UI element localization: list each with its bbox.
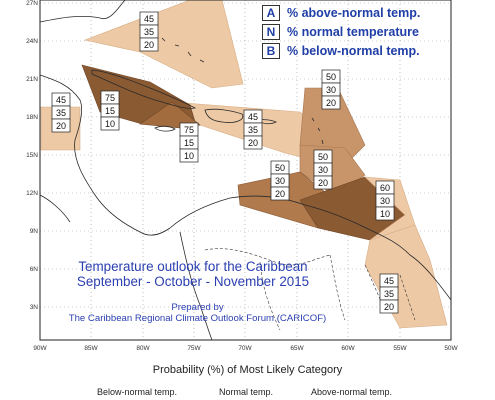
probability-cell	[179, 148, 199, 163]
probability-below-value: 20	[144, 40, 154, 50]
category-normal-label: Normal temp.	[219, 387, 274, 397]
probability-cell	[313, 175, 333, 190]
lon-label: 60W	[341, 345, 355, 352]
probability-below-value: 10	[105, 119, 115, 129]
probability-normal-value: 35	[56, 108, 66, 118]
latitude-labels: 27N 24N 21N 18N 15N 12N 9N 6N 3N	[26, 0, 38, 311]
lat-label: 21N	[26, 76, 38, 83]
lon-label: 75W	[187, 345, 201, 352]
probability-box-leeward-islands: 50 30 20	[321, 69, 341, 110]
probability-box-abc-islands: 50 30 20	[270, 160, 290, 201]
map-title-line-1: Temperature outlook for the Caribbean	[78, 259, 308, 274]
probability-above-value: 50	[275, 163, 285, 173]
probability-below-value: 10	[380, 209, 390, 219]
longitude-labels: 90W 85W 80W 75W 70W 65W 60W 55W 50W	[33, 345, 458, 352]
probability-above-value: 75	[184, 125, 194, 135]
lat-label: 3N	[30, 304, 39, 311]
key-row-above: A % above-normal temp.	[262, 3, 477, 22]
prepared-by: Prepared by The Caribbean Regional Clima…	[55, 302, 340, 324]
lat-label: 9N	[30, 228, 39, 235]
prepared-by-line-1: Prepared by	[171, 302, 224, 313]
probability-cell	[270, 186, 290, 201]
probability-box-belize-yucatan: 45 35 20	[51, 92, 71, 133]
probability-normal-value: 35	[384, 289, 394, 299]
probability-box-hispaniola-pr: 45 35 20	[243, 109, 263, 150]
probability-normal-value: 30	[275, 176, 285, 186]
probability-cell	[139, 37, 159, 52]
probability-normal-value: 30	[318, 165, 328, 175]
probability-cell	[243, 135, 263, 150]
probability-below-value: 20	[326, 98, 336, 108]
probability-normal-value: 15	[105, 106, 115, 116]
lat-label: 15N	[26, 152, 38, 159]
category-above-label: Above-normal temp.	[311, 387, 393, 397]
probability-above-value: 45	[248, 112, 258, 122]
probability-below-value: 20	[275, 189, 285, 199]
probability-above-value: 45	[384, 276, 394, 286]
probability-cell	[321, 95, 341, 110]
probability-below-value: 10	[184, 151, 194, 161]
lon-label: 90W	[33, 345, 47, 352]
lon-label: 70W	[238, 345, 252, 352]
probability-box-jamaica: 75 15 10	[179, 122, 199, 163]
probability-above-value: 60	[380, 183, 390, 193]
map-frame	[39, 0, 452, 341]
key-letter-b: B	[262, 42, 280, 59]
probability-box-cuba-west: 75 15 10	[100, 90, 120, 131]
caribbean-map: 27N 24N 21N 18N 15N 12N 9N 6N 3N 90W 85W…	[26, 0, 459, 352]
probability-above-value: 50	[318, 152, 328, 162]
lon-label: 85W	[84, 345, 98, 352]
probability-above-value: 75	[105, 93, 115, 103]
probability-normal-value: 35	[144, 27, 154, 37]
probability-cell	[375, 206, 395, 221]
lat-label: 6N	[30, 266, 39, 273]
probability-box-windward-islands: 50 30 20	[313, 149, 333, 190]
zone-bahamas	[83, 0, 244, 89]
key-text-below: % below-normal temp.	[287, 43, 420, 58]
key-text-above: % above-normal temp.	[287, 5, 421, 20]
prepared-by-line-2: The Caribbean Regional Climate Outlook F…	[68, 313, 327, 324]
probability-above-value: 45	[56, 95, 66, 105]
probability-normal-value: 15	[184, 138, 194, 148]
probability-box-trinidad-guyana: 60 30 10	[375, 180, 395, 221]
lon-label: 50W	[444, 345, 458, 352]
probability-below-value: 20	[318, 178, 328, 188]
probability-above-value: 50	[326, 72, 336, 82]
category-key: A % above-normal temp. N % normal temper…	[262, 3, 477, 60]
lon-label: 65W	[290, 345, 304, 352]
key-text-normal: % normal temperature	[287, 24, 419, 39]
probability-cell	[379, 299, 399, 314]
probability-below-value: 20	[384, 302, 394, 312]
probability-cell	[51, 118, 71, 133]
probability-legend-title: Probability (%) of Most Likely Category	[152, 364, 343, 376]
lat-label: 27N	[26, 0, 38, 7]
map-title-line-2: September - October - November 2015	[76, 274, 310, 289]
probability-normal-value: 35	[248, 125, 258, 135]
probability-cell	[100, 116, 120, 131]
probability-normal-value: 30	[326, 85, 336, 95]
category-below-label: Below-normal temp.	[97, 387, 178, 397]
probability-boxes: 45 35 20 45 35 20 75 15 10 75 15 10 45 35 20 50 30 20 50 30…	[51, 11, 399, 314]
map-title: Temperature outlook for the Caribbean Se…	[58, 259, 328, 289]
lat-label: 24N	[26, 38, 38, 45]
probability-box-suriname-guiana: 45 35 20	[379, 273, 399, 314]
lat-label: 18N	[26, 114, 38, 121]
key-row-normal: N % normal temperature	[262, 22, 477, 41]
probability-below-value: 20	[56, 121, 66, 131]
lon-label: 55W	[393, 345, 407, 352]
key-letter-n: N	[262, 23, 280, 40]
probability-above-value: 45	[144, 14, 154, 24]
key-letter-a: A	[262, 4, 280, 21]
probability-normal-value: 30	[380, 196, 390, 206]
coastlines	[39, 0, 452, 341]
probability-box-bahamas: 45 35 20	[139, 11, 159, 52]
probability-below-value: 20	[248, 138, 258, 148]
key-row-below: B % below-normal temp.	[262, 41, 477, 60]
lon-label: 80W	[136, 345, 150, 352]
lat-label: 12N	[26, 190, 38, 197]
